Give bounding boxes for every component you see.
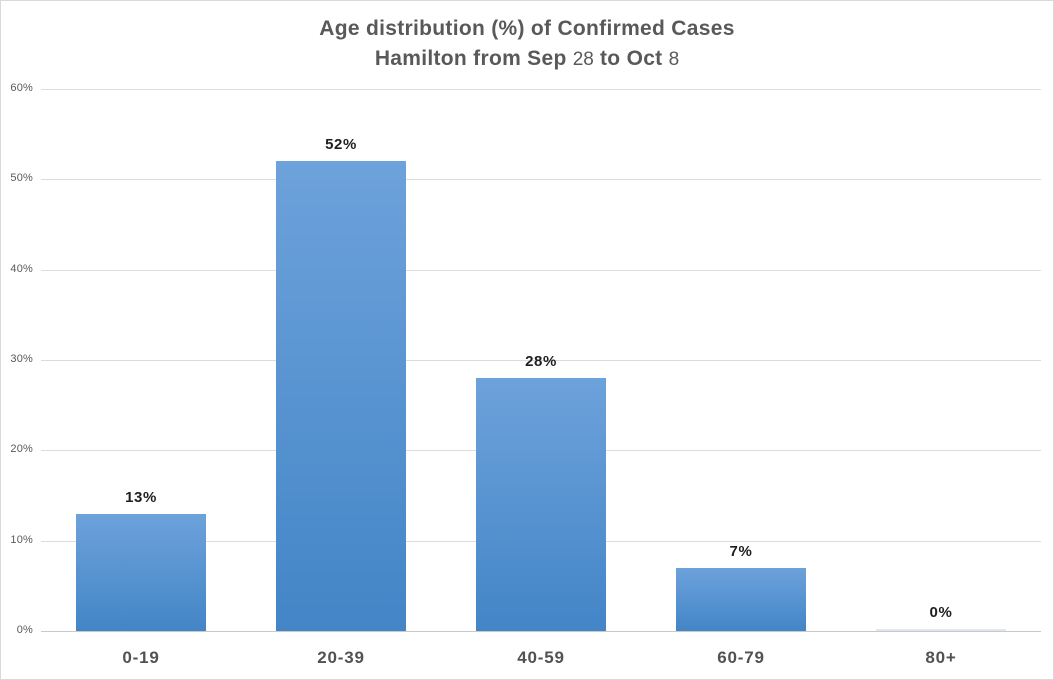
bar-value-label: 13% (125, 489, 157, 506)
y-axis-tick-label: 60% (10, 82, 33, 94)
y-axis-tick-label: 20% (10, 443, 33, 455)
y-axis-tick-label: 40% (10, 263, 33, 275)
y-axis-tick-label: 50% (10, 172, 33, 184)
y-axis-tick-label: 10% (10, 534, 33, 546)
bar-20-39 (276, 161, 406, 631)
bar-value-label: 28% (525, 353, 557, 370)
chart-title-line2-seg1: Hamilton from Sep (374, 47, 573, 70)
chart-title: Age distribution (%) of Confirmed Cases … (1, 14, 1053, 75)
bar-60-79 (676, 568, 806, 631)
chart-title-line1: Age distribution (%) of Confirmed Cases (319, 17, 735, 40)
bar-80+ (876, 629, 1006, 631)
x-axis-category-label: 40-59 (517, 648, 565, 667)
bar-0-19 (76, 514, 206, 631)
chart-title-line2: Hamilton from Sep 28 to Oct 8 (1, 44, 1053, 75)
x-axis-line (41, 631, 1041, 632)
bar-value-label: 52% (325, 136, 357, 153)
x-axis-category-label: 0-19 (122, 648, 160, 667)
bar-value-label: 0% (929, 604, 953, 621)
gridline (41, 89, 1041, 90)
gridline (41, 270, 1041, 271)
x-axis-category-label: 60-79 (717, 648, 765, 667)
chart-title-line2-seg4: 8 (668, 49, 680, 70)
gridline (41, 179, 1041, 180)
x-axis-category-label: 20-39 (317, 648, 365, 667)
x-axis-category-label: 80+ (925, 648, 957, 667)
chart-title-line2-seg2: 28 (572, 49, 594, 70)
y-axis-tick-label: 30% (10, 353, 33, 365)
bar-40-59 (476, 378, 606, 631)
gridline (41, 360, 1041, 361)
y-axis-tick-label: 0% (16, 624, 33, 636)
chart-title-line2-seg3: to Oct (593, 47, 669, 70)
bar-value-label: 7% (729, 543, 753, 560)
